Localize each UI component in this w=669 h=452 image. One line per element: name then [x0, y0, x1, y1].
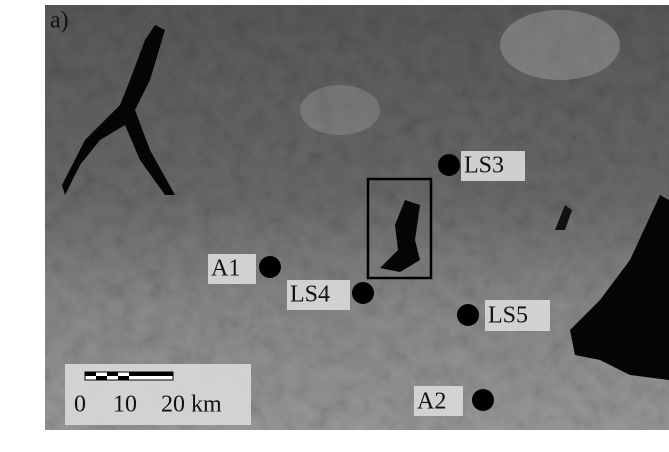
scale-bar: 0 10 20 km	[65, 364, 251, 425]
scale-label: 20 km	[161, 392, 222, 418]
site-label: LS4	[290, 282, 330, 308]
scale-segment	[107, 372, 118, 376]
scale-segment	[129, 372, 173, 376]
scale-segment	[96, 376, 107, 380]
site-marker	[457, 304, 479, 326]
site-label: A1	[211, 256, 240, 282]
scale-label: 0	[74, 392, 86, 418]
site-marker	[438, 154, 460, 176]
site-marker	[352, 282, 374, 304]
scale-segment	[85, 372, 96, 376]
panel-label: a)	[50, 8, 69, 34]
scale-label: 10	[113, 392, 137, 418]
map: a) LS3 A1 LS4 LS5 A2 0 10 20 km	[0, 0, 669, 447]
site-label: LS3	[464, 153, 504, 179]
site-marker	[472, 389, 494, 411]
scale-segment	[118, 376, 129, 380]
site-label: LS5	[488, 303, 528, 329]
site-label: A2	[417, 389, 446, 415]
site-marker	[259, 256, 281, 278]
